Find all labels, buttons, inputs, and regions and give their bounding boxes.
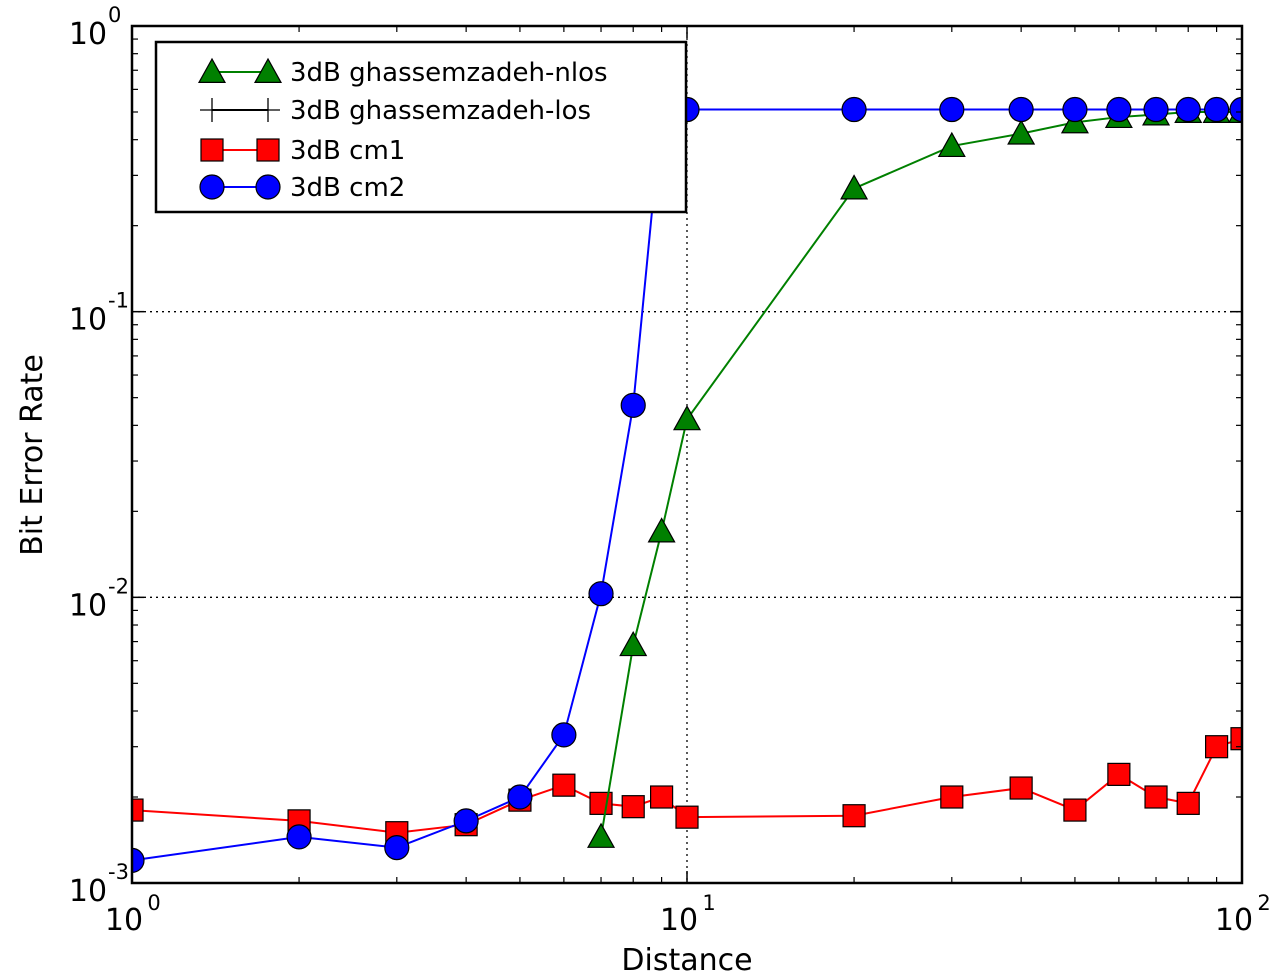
legend-marker <box>197 57 227 84</box>
y-axis-label: Bit Error Rate <box>15 354 50 556</box>
x-tick-label: 10 <box>1215 903 1253 938</box>
x-tick-label: 10 <box>660 903 698 938</box>
legend-entry: 3dB cm1 <box>200 136 405 166</box>
data-point <box>552 773 576 797</box>
y-tick-label: 10 <box>69 874 107 909</box>
data-point <box>1063 798 1087 822</box>
data-point <box>1107 762 1131 786</box>
data-point <box>1007 119 1036 145</box>
legend-label: 3dB ghassemzadeh-los <box>290 96 591 126</box>
x-tick-exponent: 0 <box>147 891 160 915</box>
data-point <box>1009 776 1033 800</box>
data-point <box>1062 96 1088 123</box>
legend-marker <box>256 138 280 162</box>
data-point <box>551 722 577 748</box>
data-point <box>840 174 869 200</box>
legend: 3dB ghassemzadeh-nlos 3dB ghassemzadeh-lo… <box>154 40 688 214</box>
data-point <box>1143 96 1169 123</box>
legend-entry: 3dB cm2 <box>199 173 405 203</box>
data-point <box>1144 785 1168 809</box>
data-point <box>384 835 410 861</box>
data-point <box>939 96 965 123</box>
legend-label: 3dB cm2 <box>290 173 405 203</box>
x-tick-exponent: 2 <box>1257 891 1270 915</box>
legend-marker <box>256 98 280 122</box>
data-point <box>132 798 144 822</box>
legend-marker <box>199 174 225 200</box>
data-point <box>937 131 966 158</box>
x-axis-label: Distance <box>621 943 752 978</box>
legend-label: 3dB cm1 <box>290 136 405 166</box>
data-point <box>672 405 702 431</box>
legend-entry: 3dB ghassemzadeh-nlos <box>197 57 608 88</box>
series-layer <box>132 96 1242 873</box>
y-tick-label: 10 <box>69 588 107 623</box>
legend-marker <box>253 57 283 84</box>
y-tick-label: 10 <box>69 17 107 52</box>
legend-box <box>154 40 688 214</box>
data-point <box>621 795 645 819</box>
legend-label: 3dB ghassemzadeh-nlos <box>290 58 608 88</box>
ticks <box>131 25 1243 884</box>
x-tick-label: 10 <box>105 903 143 938</box>
data-point <box>1176 791 1200 815</box>
data-point <box>1008 96 1034 123</box>
y-tick-exponent: 0 <box>108 3 121 27</box>
y-tick-exponent: -1 <box>108 289 129 313</box>
data-point <box>588 581 614 607</box>
data-point <box>1106 96 1132 123</box>
data-point <box>841 96 867 123</box>
data-point <box>286 824 312 850</box>
legend-entry: 3dB ghassemzadeh-los <box>200 96 591 126</box>
data-point <box>842 804 866 828</box>
data-point <box>1205 735 1229 759</box>
data-point <box>940 785 964 809</box>
x-tick-exponent: 1 <box>702 891 715 915</box>
data-point <box>1175 96 1201 123</box>
y-tick-label: 10 <box>69 303 107 338</box>
data-point <box>1230 727 1242 751</box>
data-point <box>507 784 533 810</box>
legend-marker <box>200 98 224 122</box>
data-point <box>1229 96 1242 123</box>
legend-marker <box>255 174 281 200</box>
data-point <box>647 517 676 543</box>
data-point <box>620 392 646 418</box>
y-tick-exponent: -3 <box>108 860 129 884</box>
data-point <box>132 847 145 873</box>
data-point <box>675 805 699 829</box>
y-tick-exponent: -2 <box>108 574 129 598</box>
data-point <box>587 822 616 848</box>
data-point <box>453 808 479 834</box>
data-point <box>1204 96 1230 123</box>
data-point <box>619 630 648 657</box>
data-point <box>650 785 674 809</box>
legend-marker <box>200 138 224 162</box>
